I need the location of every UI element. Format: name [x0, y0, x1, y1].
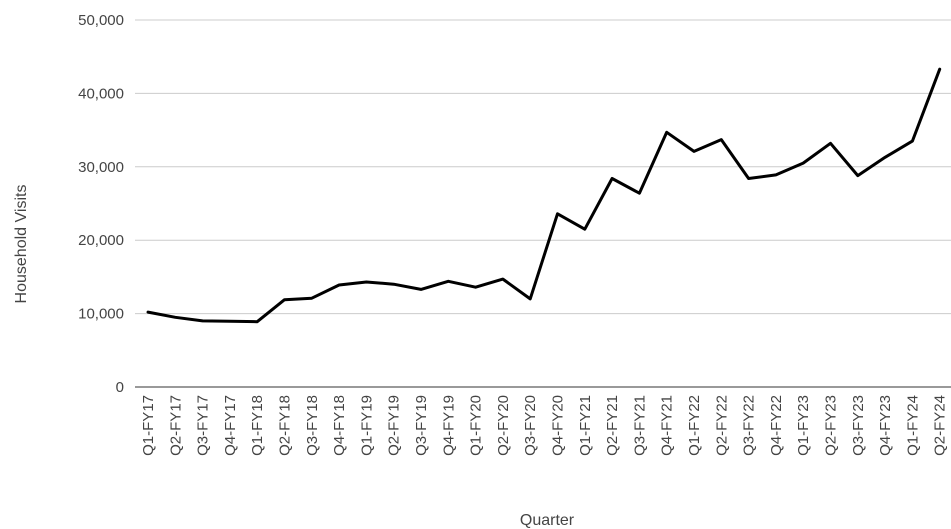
x-tick-label: Q3-FY18 — [304, 395, 321, 456]
x-tick-label: Q3-FY17 — [195, 395, 212, 456]
y-tick-label: 0 — [116, 379, 124, 396]
x-tick-label: Q3-FY23 — [850, 395, 867, 456]
y-tick-label: 20,000 — [78, 232, 124, 249]
y-tick-label: 50,000 — [78, 12, 124, 29]
x-tick-label: Q2-FY24 — [932, 395, 949, 456]
x-tick-label: Q3-FY22 — [741, 395, 758, 456]
x-tick-label: Q4-FY23 — [877, 395, 894, 456]
x-tick-label: Q4-FY19 — [440, 395, 457, 456]
x-tick-label: Q1-FY22 — [686, 395, 703, 456]
x-tick-label: Q4-FY20 — [550, 395, 567, 456]
x-tick-label: Q4-FY17 — [222, 395, 239, 456]
y-axis-tick-labels: 0 10,000 20,000 30,000 40,000 50,000 — [78, 12, 124, 396]
y-tick-label: 10,000 — [78, 306, 124, 323]
x-tick-label: Q2-FY20 — [495, 395, 512, 456]
x-tick-label: Q4-FY18 — [331, 395, 348, 456]
x-tick-label: Q4-FY21 — [659, 395, 676, 456]
series-line — [146, 67, 942, 324]
x-tick-label: Q2-FY17 — [167, 395, 184, 456]
x-tick-label: Q1-FY21 — [577, 395, 594, 456]
x-tick-label: Q2-FY19 — [386, 395, 403, 456]
x-tick-label: Q3-FY21 — [631, 395, 648, 456]
y-axis-title: Household Visits — [13, 185, 30, 304]
y-tick-label: 30,000 — [78, 159, 124, 176]
x-tick-label: Q2-FY23 — [823, 395, 840, 456]
y-tick-label: 40,000 — [78, 85, 124, 102]
x-tick-label: Q1-FY17 — [140, 395, 157, 456]
x-tick-label: Q1-FY18 — [249, 395, 266, 456]
x-tick-label: Q2-FY22 — [713, 395, 730, 456]
x-axis-title: Quarter — [520, 512, 575, 529]
x-tick-label: Q1-FY20 — [468, 395, 485, 456]
x-tick-label: Q2-FY18 — [277, 395, 294, 456]
x-tick-label: Q1-FY24 — [904, 395, 921, 456]
x-tick-label: Q3-FY20 — [522, 395, 539, 456]
x-tick-label: Q1-FY19 — [358, 395, 375, 456]
x-tick-label: Q4-FY22 — [768, 395, 785, 456]
x-tick-label: Q2-FY21 — [604, 395, 621, 456]
x-tick-label: Q3-FY19 — [413, 395, 430, 456]
x-tick-label: Q1-FY23 — [795, 395, 812, 456]
gridlines — [135, 19, 951, 315]
x-axis-tick-labels: Q1-FY17 Q2-FY17 Q3-FY17 Q4-FY17 Q1-FY18 Q2-FY… — [140, 395, 949, 456]
